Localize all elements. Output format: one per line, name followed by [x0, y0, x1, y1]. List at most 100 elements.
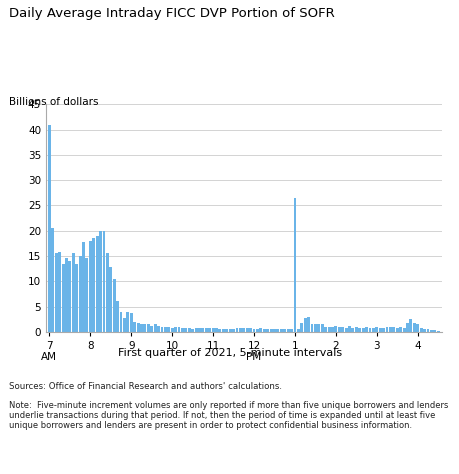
- Bar: [398, 327, 401, 332]
- Bar: [62, 264, 64, 332]
- Bar: [170, 328, 173, 332]
- Bar: [208, 328, 211, 332]
- Bar: [238, 328, 241, 332]
- Bar: [395, 328, 398, 332]
- Text: First quarter of 2021, 5-minute intervals: First quarter of 2021, 5-minute interval…: [118, 348, 341, 358]
- Bar: [337, 327, 340, 332]
- Bar: [432, 330, 435, 332]
- Text: Billions of dollars: Billions of dollars: [9, 97, 99, 107]
- Bar: [293, 198, 296, 332]
- Bar: [368, 328, 370, 332]
- Bar: [228, 329, 231, 332]
- Bar: [146, 324, 150, 332]
- Bar: [313, 324, 316, 332]
- Bar: [89, 241, 92, 332]
- Bar: [55, 254, 57, 332]
- Bar: [95, 236, 98, 332]
- Bar: [341, 327, 343, 332]
- Bar: [307, 317, 309, 332]
- Bar: [51, 228, 54, 332]
- Bar: [347, 326, 350, 332]
- Bar: [191, 329, 194, 332]
- Bar: [167, 327, 170, 332]
- Bar: [232, 329, 235, 332]
- Bar: [92, 238, 95, 332]
- Bar: [72, 254, 74, 332]
- Bar: [126, 311, 129, 332]
- Bar: [58, 252, 61, 332]
- Bar: [143, 324, 146, 332]
- Bar: [160, 327, 163, 332]
- Bar: [429, 330, 432, 332]
- Bar: [269, 329, 272, 332]
- Bar: [344, 328, 347, 332]
- Bar: [112, 279, 115, 332]
- Bar: [140, 324, 143, 332]
- Bar: [150, 326, 153, 332]
- Bar: [225, 329, 228, 332]
- Bar: [215, 328, 218, 332]
- Bar: [133, 322, 136, 332]
- Bar: [425, 329, 428, 332]
- Bar: [252, 329, 255, 332]
- Bar: [422, 329, 425, 332]
- Text: Sources: Office of Financial Research and authors' calculations.: Sources: Office of Financial Research an…: [9, 382, 281, 391]
- Bar: [116, 301, 119, 332]
- Bar: [436, 331, 439, 332]
- Bar: [102, 231, 105, 332]
- Bar: [358, 328, 360, 332]
- Bar: [256, 329, 258, 332]
- Bar: [283, 329, 285, 332]
- Bar: [361, 328, 364, 332]
- Bar: [85, 258, 88, 332]
- Bar: [303, 318, 306, 332]
- Bar: [364, 327, 367, 332]
- Bar: [249, 328, 252, 332]
- Bar: [310, 324, 313, 332]
- Bar: [187, 328, 190, 332]
- Bar: [211, 328, 214, 332]
- Bar: [371, 328, 374, 332]
- Bar: [99, 231, 102, 332]
- Bar: [197, 328, 201, 332]
- Bar: [354, 327, 357, 332]
- Bar: [163, 327, 167, 332]
- Bar: [330, 327, 333, 332]
- Bar: [242, 328, 245, 332]
- Bar: [177, 327, 180, 332]
- Bar: [78, 256, 81, 332]
- Bar: [48, 125, 51, 332]
- Bar: [136, 323, 139, 332]
- Bar: [276, 329, 279, 332]
- Bar: [204, 328, 207, 332]
- Bar: [259, 328, 262, 332]
- Bar: [262, 329, 265, 332]
- Bar: [351, 328, 353, 332]
- Bar: [106, 254, 109, 332]
- Bar: [334, 326, 336, 332]
- Bar: [317, 324, 319, 332]
- Bar: [75, 264, 78, 332]
- Bar: [327, 327, 330, 332]
- Bar: [388, 327, 391, 332]
- Bar: [405, 323, 408, 332]
- Bar: [273, 329, 275, 332]
- Bar: [82, 242, 85, 332]
- Bar: [296, 329, 299, 332]
- Bar: [235, 328, 238, 332]
- Bar: [201, 328, 204, 332]
- Bar: [290, 329, 292, 332]
- Bar: [415, 324, 418, 332]
- Bar: [129, 312, 132, 332]
- Bar: [419, 328, 422, 332]
- Bar: [65, 258, 68, 332]
- Bar: [381, 328, 384, 332]
- Bar: [123, 318, 126, 332]
- Bar: [68, 261, 71, 332]
- Bar: [300, 323, 302, 332]
- Bar: [378, 328, 381, 332]
- Bar: [153, 324, 156, 332]
- Bar: [266, 329, 269, 332]
- Bar: [409, 319, 411, 332]
- Bar: [221, 329, 224, 332]
